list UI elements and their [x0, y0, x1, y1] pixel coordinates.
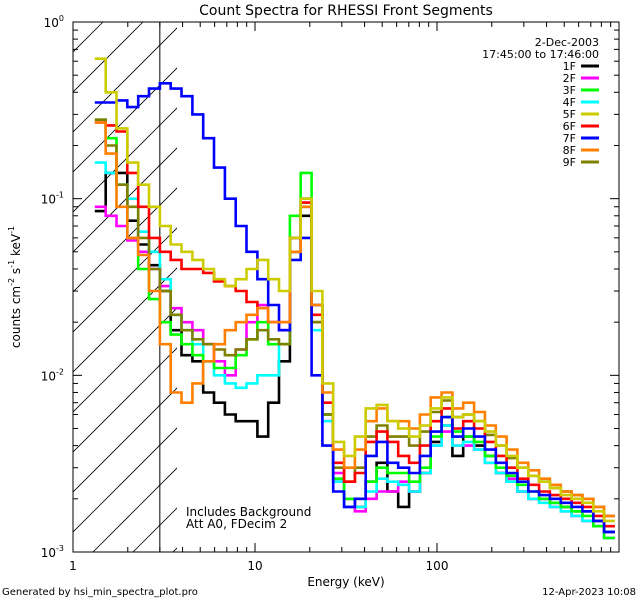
- hatch-line: [73, 67, 177, 173]
- annotation-attenuator: Att A0, FDecim 2: [186, 517, 287, 531]
- y-axis-label: counts cm-2 s-1 keV-1: [7, 226, 23, 348]
- footer-generated-by: Generated by hsi_min_spectra_plot.pro: [2, 587, 198, 598]
- chart-title: Count Spectra for RHESSI Front Segments: [199, 3, 493, 19]
- series-line-7F: [94, 82, 615, 534]
- x-axis-label: Energy (keV): [307, 575, 384, 589]
- hatch-region: [73, 22, 640, 552]
- y-tick-label: 10-3: [41, 544, 64, 560]
- legend-label-7F: 7F: [563, 132, 576, 145]
- date-label: 2-Dec-2003: [535, 36, 599, 49]
- annotation-background: Includes Background: [186, 505, 311, 519]
- x-tick-label: 100: [426, 559, 449, 573]
- legend-label-3F: 3F: [563, 84, 576, 97]
- hatch-line: [73, 267, 177, 373]
- y-label-exponent: -1: [7, 260, 16, 268]
- legend-label-4F: 4F: [563, 96, 576, 109]
- y-label-part: counts cm: [9, 286, 23, 348]
- footer-timestamp: 12-Apr-2023 10:08: [542, 587, 636, 598]
- legend-label-1F: 1F: [563, 60, 576, 73]
- hatch-line: [73, 227, 177, 333]
- y-tick-label: 10-1: [41, 191, 64, 207]
- series-line-5F: [94, 57, 615, 523]
- x-tick-label: 10: [247, 559, 262, 573]
- hatch-line: [453, 22, 640, 552]
- hatch-line: [73, 27, 177, 133]
- hatch-line: [73, 107, 177, 213]
- legend-label-8F: 8F: [563, 144, 576, 157]
- x-tick-label: 1: [69, 559, 77, 573]
- legend-label-2F: 2F: [563, 72, 576, 85]
- y-label-exponent: -2: [7, 278, 16, 286]
- y-tick-label: 100: [44, 14, 64, 30]
- hatch-line: [73, 387, 177, 493]
- y-label-part: keV: [9, 233, 23, 260]
- hatch-line: [413, 22, 640, 552]
- y-axis-ticks: 10-3 10-2 10-1 100: [41, 14, 619, 560]
- time-range-label: 17:45:00 to 17:46:00: [482, 48, 599, 61]
- plot-frame: [72, 21, 620, 553]
- series-line-2F: [94, 197, 615, 540]
- series-group: [94, 57, 615, 540]
- hatch-line: [73, 187, 177, 293]
- y-label-exponent: -1: [7, 226, 16, 234]
- y-tick-label: 10-2: [41, 367, 64, 383]
- x-axis-ticks: 1 10 100: [69, 22, 612, 573]
- hatch-line: [73, 427, 177, 533]
- legend-label-6F: 6F: [563, 120, 576, 133]
- hatch-line: [73, 147, 177, 253]
- legend-label-5F: 5F: [563, 108, 576, 121]
- legend-label-9F: 9F: [563, 156, 576, 169]
- hatch-line: [613, 22, 640, 552]
- y-label-part: s: [9, 268, 23, 278]
